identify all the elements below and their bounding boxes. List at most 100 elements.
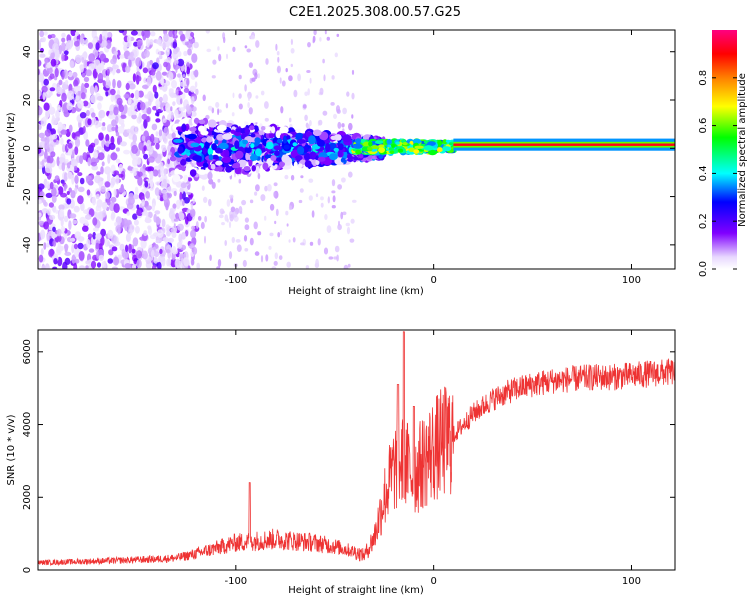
spectrogram-cell bbox=[333, 113, 337, 119]
spectrogram-cell bbox=[117, 254, 123, 259]
spectrogram-cell bbox=[303, 153, 311, 161]
spectrogram-cell bbox=[225, 122, 234, 128]
spectrogram-cell bbox=[218, 109, 222, 113]
spectrogram-cell bbox=[47, 230, 55, 236]
spectrogram-cell bbox=[209, 254, 212, 261]
spectrogram-cell bbox=[150, 74, 156, 79]
spectrogram-cell bbox=[115, 158, 121, 164]
spectrogram-cell bbox=[413, 149, 420, 154]
spectrogram-cell bbox=[358, 154, 364, 159]
spectrogram-cell bbox=[94, 85, 98, 94]
spectrogram-cell bbox=[333, 147, 339, 152]
spectrogram-cell bbox=[165, 49, 170, 57]
spectrogram-cell bbox=[120, 114, 127, 120]
spectrogram-cell bbox=[178, 211, 183, 219]
spectrogram-cell bbox=[175, 89, 179, 96]
colorbar-ticks: 0.0 0.2 0.4 0.6 0.8 bbox=[698, 70, 737, 277]
spectrogram-cell bbox=[320, 202, 324, 208]
spectrogram-cell bbox=[56, 156, 60, 167]
spectrogram-cell bbox=[38, 212, 42, 218]
spectrogram-cell bbox=[60, 129, 68, 135]
spectrogram-cell bbox=[340, 211, 344, 220]
spectrogram-cell bbox=[307, 42, 311, 48]
spectrogram-cell bbox=[247, 94, 251, 102]
spectrogram-cell bbox=[262, 162, 269, 171]
spectrogram-cell bbox=[292, 142, 298, 147]
spectrogram-cell bbox=[271, 266, 277, 269]
spectrogram-cell bbox=[67, 90, 74, 101]
spectrogram-cell bbox=[132, 237, 139, 247]
spectrogram-cell bbox=[130, 92, 135, 99]
spectrogram-cell bbox=[290, 63, 293, 68]
spectrogram-cell bbox=[315, 193, 319, 198]
spectrogram-cell bbox=[123, 149, 131, 155]
spectrogram-cell bbox=[412, 138, 422, 144]
spectrogram-cell bbox=[323, 247, 329, 255]
spectrogram-cell bbox=[112, 78, 116, 89]
spectrogram-cell bbox=[203, 196, 208, 203]
spectrogram-cell bbox=[96, 171, 101, 176]
spectrogram-cell bbox=[182, 74, 186, 78]
spectrogram-cell bbox=[118, 187, 125, 193]
spectrogram-cell bbox=[375, 140, 384, 145]
x-tick-label: -100 bbox=[224, 275, 247, 286]
spectrogram-cell bbox=[143, 118, 148, 129]
spectrogram-cell bbox=[98, 211, 103, 220]
spectrogram-cell bbox=[126, 211, 131, 216]
spectrogram-cell bbox=[216, 124, 227, 132]
spectrogram-cell bbox=[155, 70, 162, 81]
spectrogram-cell bbox=[114, 222, 118, 227]
spectrogram-cell bbox=[226, 53, 228, 60]
spectrogram-cell bbox=[297, 163, 303, 168]
spectrogram-cell bbox=[146, 38, 150, 48]
spectrogram-cell bbox=[110, 135, 115, 145]
spectrogram-cell bbox=[64, 50, 69, 56]
spectrogram-cell bbox=[265, 58, 269, 65]
spectrogram-cell bbox=[78, 251, 85, 261]
spectrogram-cell bbox=[95, 42, 100, 51]
spectrogram-cell bbox=[45, 109, 50, 118]
spectrogram-cell bbox=[57, 186, 64, 195]
spectrogram-cell bbox=[104, 79, 111, 89]
spectrogram-cell bbox=[235, 239, 241, 243]
spectrogram-cell bbox=[92, 151, 99, 159]
spectrogram-cell bbox=[150, 70, 156, 76]
spectrogram-cell bbox=[244, 45, 248, 49]
spectrogram-cell bbox=[110, 88, 116, 96]
spectrogram-cell bbox=[38, 72, 45, 83]
spectrogram-cell bbox=[190, 111, 197, 118]
colorbar-tick-label: 0.8 bbox=[698, 70, 709, 86]
spectrogram-cell bbox=[195, 88, 199, 96]
spectrogram-cell bbox=[342, 107, 347, 115]
spectrogram-cell bbox=[247, 102, 250, 108]
spectrogram-cell bbox=[177, 146, 184, 154]
spectrogram-cell bbox=[74, 131, 81, 137]
spectrogram-cell bbox=[57, 121, 63, 132]
spectrogram-cell bbox=[73, 243, 78, 250]
spectrogram-cell bbox=[87, 42, 93, 49]
spectrogram-cell bbox=[142, 67, 149, 74]
spectrogram-cell bbox=[309, 241, 314, 246]
spectrogram-cell bbox=[197, 216, 202, 221]
spectrogram-cell bbox=[80, 202, 85, 212]
spectrogram-cell bbox=[158, 55, 163, 60]
spectrogram-cell bbox=[243, 235, 248, 242]
spectrogram-cell bbox=[257, 172, 261, 180]
spectrogram-cell bbox=[50, 58, 57, 67]
spectrogram-cell bbox=[90, 94, 97, 104]
spectrogram-cell bbox=[248, 62, 253, 68]
spectrogram-cell bbox=[113, 50, 119, 56]
spectrogram-cell bbox=[43, 102, 50, 111]
spectrogram-cell bbox=[304, 91, 309, 97]
spectrogram-cell bbox=[270, 155, 277, 161]
spectrogram-cell bbox=[244, 248, 249, 252]
spectrogram-cell bbox=[180, 159, 187, 166]
spectrogram-cell bbox=[115, 132, 120, 137]
spectrogram-cell bbox=[98, 132, 104, 141]
spectrogram-cell bbox=[66, 40, 73, 50]
spectrogram-cell bbox=[55, 245, 62, 256]
spectrogram-cell bbox=[156, 182, 160, 186]
spectrogram-cell bbox=[42, 91, 46, 101]
spectrogram-cell bbox=[279, 230, 283, 236]
